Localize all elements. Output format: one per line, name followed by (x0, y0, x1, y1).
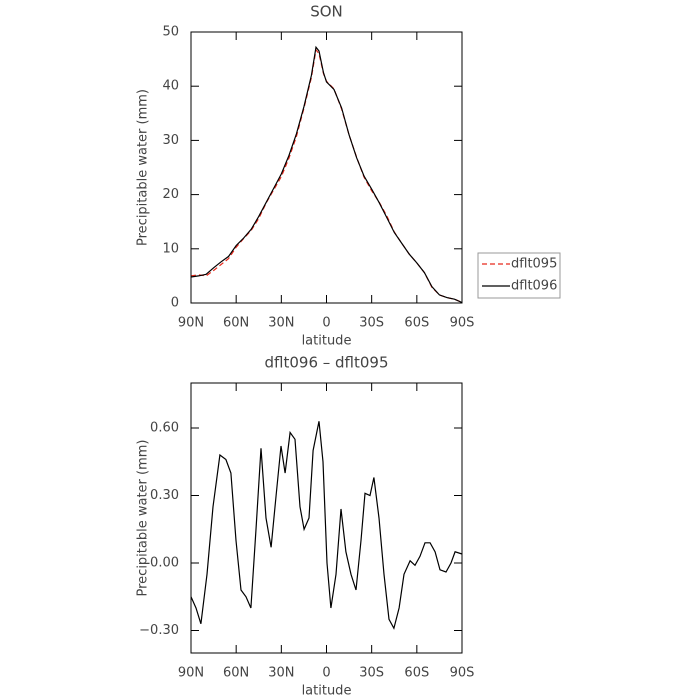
x-axis-label: latitude (302, 334, 352, 349)
x-tick-label: 30N (268, 316, 294, 331)
legend-label: dflt095 (511, 257, 557, 272)
x-tick-label: 90S (450, 666, 475, 681)
x-tick-label: 30S (359, 666, 384, 681)
y-axis-label: Precipitable water (mm) (136, 89, 151, 246)
x-tick-label: 30S (359, 316, 384, 331)
x-tick-label: 30N (268, 666, 294, 681)
y-tick-label: 0 (171, 296, 179, 311)
x-tick-label: 0 (322, 316, 330, 331)
x-tick-label: 60N (223, 666, 249, 681)
x-tick-label: 90N (178, 316, 204, 331)
line-series (190, 45, 463, 304)
plot-frame (190, 31, 463, 304)
y-tick-label: 40 (162, 79, 179, 94)
x-tick-label: 60N (223, 316, 249, 331)
x-axis-label: latitude (302, 684, 352, 699)
y-tick-label: 0.30 (150, 488, 179, 503)
chart-title: dflt096 – dflt095 (265, 354, 389, 372)
legend-label: dflt096 (511, 279, 557, 294)
y-tick-label: −0.30 (139, 623, 179, 638)
line-series (190, 421, 463, 630)
x-tick-label: 60S (404, 666, 429, 681)
plot-frame (190, 382, 463, 654)
legend-box (477, 252, 561, 299)
y-tick-label: 50 (162, 25, 179, 40)
line-series (190, 48, 463, 304)
x-tick-label: 90N (178, 666, 204, 681)
y-tick-label: 10 (162, 241, 179, 256)
y-tick-label: 20 (162, 187, 179, 202)
y-axis-label: Precipitable water (mm) (136, 440, 151, 597)
x-tick-label: 60S (404, 316, 429, 331)
chart-title: SON (310, 3, 343, 21)
y-tick-label: 0.00 (150, 556, 179, 571)
x-tick-label: 90S (450, 316, 475, 331)
y-tick-label: 30 (162, 133, 179, 148)
y-tick-label: 0.60 (150, 421, 179, 436)
x-tick-label: 0 (322, 666, 330, 681)
